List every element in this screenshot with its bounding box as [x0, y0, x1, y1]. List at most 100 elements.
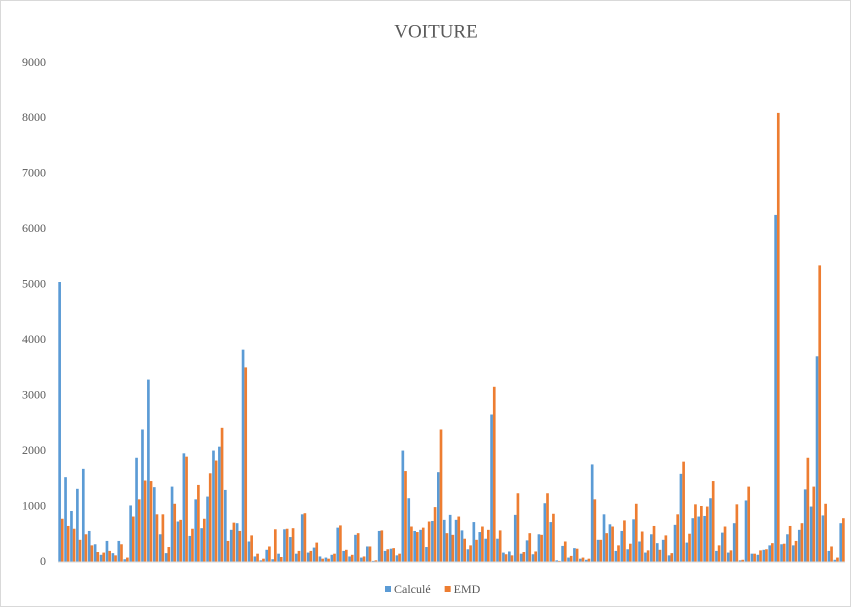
bar: [283, 529, 286, 562]
bar: [463, 538, 466, 562]
bar: [439, 429, 443, 562]
bar: [508, 551, 511, 562]
bar: [170, 486, 174, 562]
bar: [569, 555, 573, 562]
bar: [354, 534, 357, 562]
bar: [697, 516, 701, 562]
bar: [771, 543, 774, 562]
bar: [759, 550, 762, 562]
bar: [655, 543, 659, 562]
bar: [431, 520, 434, 562]
bar: [528, 533, 532, 562]
bar: [688, 533, 691, 562]
bar: [700, 506, 703, 562]
bar: [179, 519, 182, 562]
bar: [398, 553, 401, 562]
bar: [208, 473, 212, 562]
bar: [137, 499, 141, 562]
bar: [105, 540, 109, 562]
bar: [765, 549, 768, 562]
bar: [531, 554, 535, 562]
bar: [756, 554, 760, 562]
bar: [738, 560, 742, 562]
bar: [608, 524, 612, 562]
bar: [72, 528, 76, 562]
bar: [652, 525, 656, 562]
bar: [466, 549, 470, 562]
bar: [762, 549, 766, 562]
bar: [294, 553, 298, 562]
bar: [218, 446, 221, 562]
bar: [297, 550, 301, 562]
bar: [685, 542, 689, 562]
bar: [717, 545, 721, 562]
bar: [380, 530, 384, 562]
bar: [469, 545, 472, 562]
bar: [723, 526, 727, 562]
bar: [664, 535, 668, 562]
bar: [407, 498, 411, 562]
bar: [519, 553, 523, 562]
bar: [356, 533, 360, 562]
bar: [241, 349, 245, 562]
y-tick-label: 3000: [22, 387, 46, 401]
bar: [629, 543, 632, 562]
bar: [581, 557, 585, 562]
bar: [546, 493, 549, 562]
bar: [220, 427, 224, 562]
bar: [800, 523, 804, 562]
bar: [703, 515, 706, 562]
bar: [454, 519, 458, 562]
bar: [437, 472, 440, 562]
y-tick-label: 7000: [22, 166, 46, 180]
bar: [421, 527, 425, 562]
bar: [214, 460, 218, 562]
bar: [830, 546, 833, 562]
bar: [753, 553, 756, 562]
bar: [679, 473, 683, 562]
bar: [93, 544, 97, 562]
y-tick-label: 6000: [22, 221, 46, 235]
bar: [371, 560, 375, 562]
bar: [599, 539, 603, 562]
bar: [492, 386, 496, 562]
bar: [803, 489, 807, 562]
bar: [238, 530, 242, 562]
bar: [273, 529, 277, 562]
bar: [401, 450, 405, 562]
bar: [123, 559, 127, 562]
bar: [155, 514, 159, 562]
bar: [70, 510, 73, 562]
chart-title: VOITURE: [394, 21, 477, 42]
bar: [496, 538, 499, 562]
bar: [365, 546, 369, 562]
bar: [84, 534, 88, 562]
bar: [516, 493, 520, 562]
bar: [605, 533, 609, 562]
bar: [289, 537, 292, 562]
bar: [833, 559, 837, 562]
bar: [561, 545, 564, 562]
bar: [661, 539, 665, 562]
bar: [191, 528, 194, 562]
y-tick-label: 1000: [22, 498, 46, 512]
bar: [374, 560, 378, 562]
bar: [623, 520, 626, 562]
bar: [705, 506, 709, 562]
bar: [135, 457, 138, 562]
bar: [114, 555, 117, 562]
bar: [715, 550, 718, 562]
bar: [111, 553, 115, 562]
bar: [392, 548, 395, 562]
bar: [389, 548, 393, 562]
bar: [797, 529, 801, 562]
bar: [395, 555, 399, 562]
bar: [212, 450, 215, 562]
bar: [147, 379, 150, 562]
bar: [200, 528, 203, 562]
bar: [368, 546, 372, 562]
bar: [836, 557, 839, 562]
bar: [741, 559, 745, 562]
bar: [327, 558, 330, 562]
